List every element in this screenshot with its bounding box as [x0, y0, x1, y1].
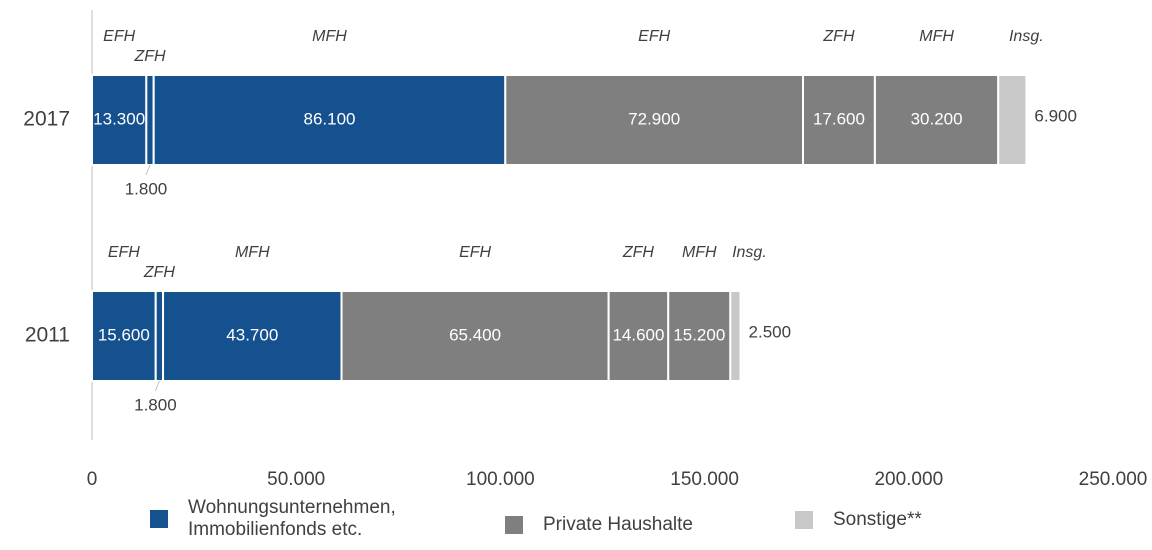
value-label: 13.300 [93, 109, 145, 128]
segment-name: ZFH [143, 264, 176, 281]
value-label: 15.600 [98, 325, 150, 344]
segment-name: MFH [235, 244, 270, 261]
segment-name: ZFH [822, 28, 855, 45]
segment-name: EFH [103, 28, 135, 45]
x-tick-label: 150.000 [670, 469, 739, 490]
bar-segment [145, 74, 155, 166]
leader-line [154, 380, 160, 392]
bar-segment [997, 74, 1028, 166]
bar-segment [607, 290, 670, 382]
value-label: 65.400 [449, 325, 501, 344]
bar-segment [667, 290, 732, 382]
legend-swatch [505, 516, 523, 534]
segment-name: ZFH [133, 48, 166, 65]
segment-name: Insg. [732, 244, 767, 261]
value-label: 72.900 [628, 109, 680, 128]
value-label: 43.700 [226, 325, 278, 344]
bar-segment [152, 74, 507, 166]
value-label: 2.500 [749, 322, 792, 341]
category-label: 2017 [23, 108, 70, 131]
segment-name: EFH [459, 244, 491, 261]
segment-name: MFH [312, 28, 347, 45]
legend-item: Wohnungsunternehmen, Immobilienfonds etc… [150, 497, 458, 541]
legend-item: Private Haushalte [505, 514, 693, 536]
value-label: 6.900 [1034, 106, 1077, 125]
legend-swatch [795, 511, 813, 529]
value-label: 17.600 [813, 109, 865, 128]
segment-name: ZFH [622, 244, 655, 261]
x-tick-label: 200.000 [874, 469, 943, 490]
segment-name: Insg. [1009, 28, 1044, 45]
value-label: 30.200 [911, 109, 963, 128]
value-label: 1.800 [125, 179, 168, 198]
leader-line [145, 164, 151, 176]
x-tick-label: 100.000 [466, 469, 535, 490]
segment-name: MFH [682, 244, 717, 261]
legend-label: Wohnungsunternehmen, Immobilienfonds etc… [188, 497, 396, 540]
segment-name: EFH [638, 28, 670, 45]
x-tick-label: 0 [87, 469, 98, 490]
x-tick-label: 250.000 [1079, 469, 1148, 490]
bar-segment [154, 290, 165, 382]
value-label: 86.100 [303, 109, 355, 128]
value-label: 15.200 [673, 325, 725, 344]
legend-item: Sonstige** [795, 509, 922, 531]
segment-name: MFH [919, 28, 954, 45]
bar-segment [504, 74, 805, 166]
legend-label: Sonstige** [833, 509, 922, 530]
bar-segment [729, 290, 742, 382]
value-label: 14.600 [612, 325, 664, 344]
legend-label: Private Haushalte [543, 514, 693, 535]
segment-name: EFH [108, 244, 140, 261]
category-label: 2011 [25, 324, 70, 347]
x-tick-label: 50.000 [267, 469, 325, 490]
value-label: 1.800 [134, 395, 177, 414]
legend-swatch [150, 510, 168, 528]
